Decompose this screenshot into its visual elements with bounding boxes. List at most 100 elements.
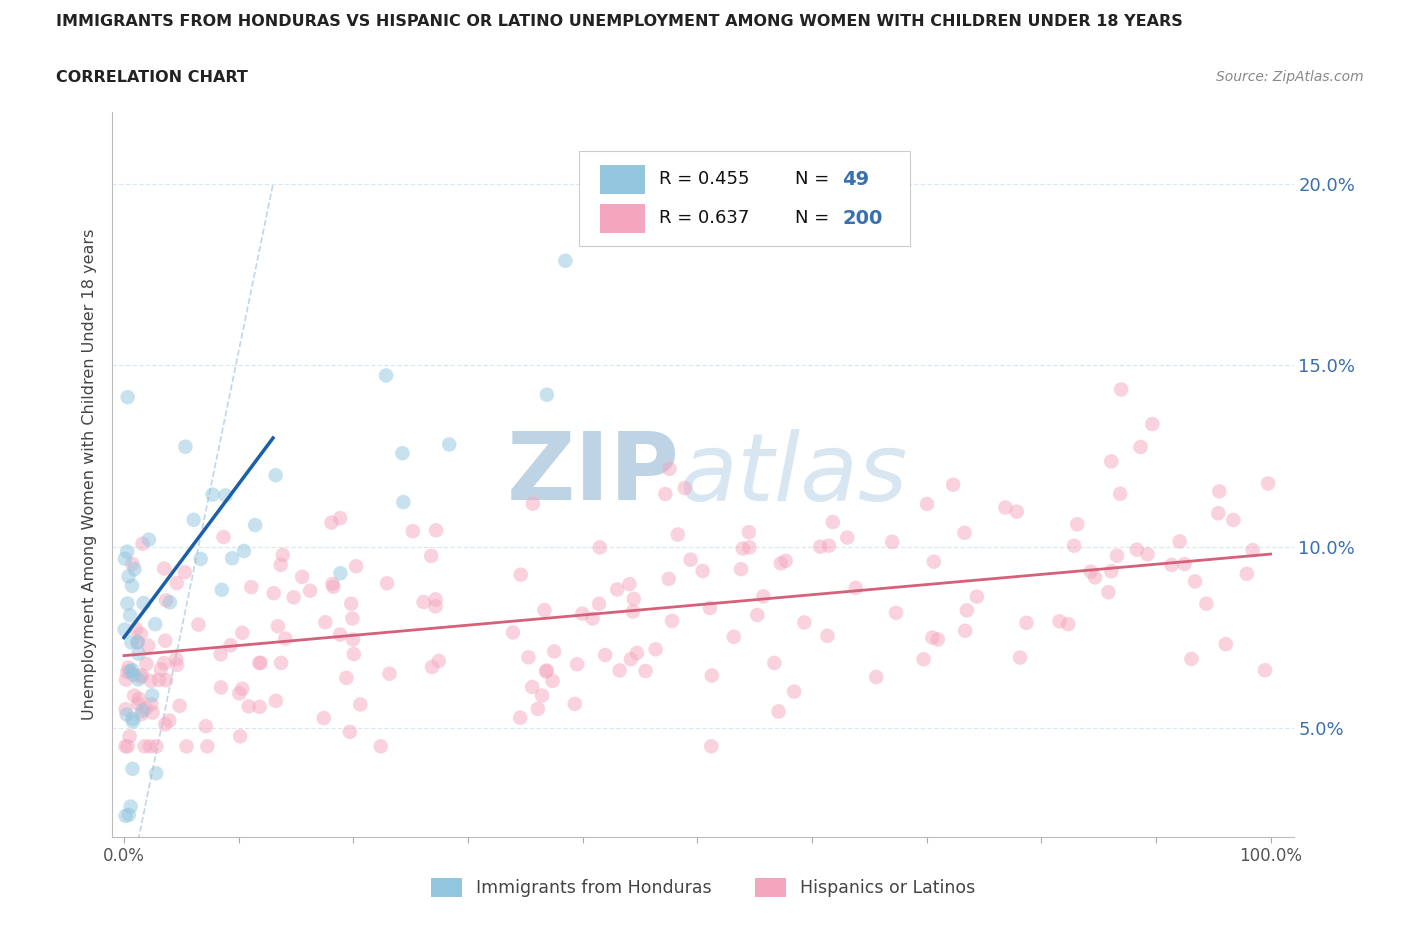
Text: R = 0.455: R = 0.455: [659, 170, 749, 188]
Point: [174, 439, 197, 454]
Point: [621, 604, 644, 619]
Point: [541, 673, 564, 688]
Point: [437, 437, 460, 452]
Point: [329, 565, 352, 580]
Point: [129, 627, 152, 642]
Point: [752, 589, 775, 604]
Point: [264, 694, 287, 709]
Text: IMMIGRANTS FROM HONDURAS VS HISPANIC OR LATINO UNEMPLOYMENT AMONG WOMEN WITH CHI: IMMIGRANTS FROM HONDURAS VS HISPANIC OR …: [56, 14, 1182, 29]
Point: [589, 540, 612, 555]
Point: [121, 578, 143, 593]
Point: [153, 656, 176, 671]
Point: [658, 461, 681, 476]
Point: [120, 635, 142, 650]
Point: [159, 595, 181, 610]
Point: [533, 603, 555, 618]
Point: [581, 611, 603, 626]
Point: [808, 539, 831, 554]
Point: [231, 682, 253, 697]
Point: [209, 647, 232, 662]
Point: [1142, 417, 1164, 432]
Point: [1254, 663, 1277, 678]
Point: [1173, 556, 1195, 571]
Point: [132, 596, 155, 611]
Point: [536, 387, 558, 402]
Point: [340, 596, 363, 611]
Point: [821, 514, 844, 529]
Point: [120, 799, 142, 814]
Point: [117, 390, 139, 405]
Point: [219, 638, 242, 653]
Point: [274, 631, 297, 646]
Point: [621, 177, 644, 192]
Point: [884, 605, 907, 620]
Point: [391, 445, 413, 460]
Point: [343, 646, 366, 661]
Point: [420, 659, 443, 674]
Point: [661, 614, 683, 629]
Point: [593, 647, 616, 662]
Point: [915, 497, 938, 512]
Point: [190, 551, 212, 566]
Point: [165, 652, 187, 667]
Point: [817, 629, 839, 644]
Point: [673, 481, 696, 496]
Point: [502, 625, 524, 640]
Point: [148, 672, 170, 687]
Point: [344, 559, 367, 574]
Point: [122, 668, 145, 683]
Point: [322, 579, 344, 594]
Point: [339, 724, 361, 739]
Point: [606, 582, 628, 597]
Point: [321, 577, 343, 591]
Point: [1015, 616, 1038, 631]
Point: [176, 738, 198, 753]
Point: [201, 487, 224, 502]
Point: [117, 569, 139, 584]
Point: [1084, 570, 1107, 585]
FancyBboxPatch shape: [600, 165, 645, 193]
Point: [723, 630, 745, 644]
Point: [121, 662, 143, 677]
Point: [536, 663, 558, 678]
Point: [375, 576, 398, 591]
Point: [427, 654, 450, 669]
Point: [623, 591, 645, 606]
Point: [263, 586, 285, 601]
Point: [153, 717, 176, 732]
Point: [118, 729, 141, 744]
Point: [1049, 614, 1071, 629]
Point: [522, 497, 544, 512]
Point: [342, 611, 364, 626]
Point: [138, 532, 160, 547]
Point: [143, 617, 166, 631]
Point: [775, 553, 797, 568]
Point: [1057, 617, 1080, 631]
Point: [117, 660, 139, 675]
Text: N =: N =: [796, 170, 830, 188]
Point: [267, 618, 290, 633]
Point: [135, 701, 157, 716]
Point: [145, 738, 167, 753]
Point: [249, 656, 271, 671]
Point: [127, 634, 149, 649]
Point: [135, 657, 157, 671]
Point: [1195, 596, 1218, 611]
Point: [127, 646, 149, 661]
Point: [183, 512, 205, 527]
Point: [634, 663, 657, 678]
Point: [329, 627, 352, 642]
Point: [619, 577, 641, 591]
FancyBboxPatch shape: [600, 204, 645, 232]
Point: [291, 569, 314, 584]
Point: [299, 583, 322, 598]
Point: [249, 699, 271, 714]
Point: [141, 688, 163, 703]
Point: [221, 551, 243, 565]
Point: [114, 551, 136, 566]
Point: [1008, 650, 1031, 665]
Point: [738, 540, 761, 555]
Point: [1236, 566, 1258, 581]
Point: [169, 698, 191, 713]
Point: [120, 664, 142, 679]
